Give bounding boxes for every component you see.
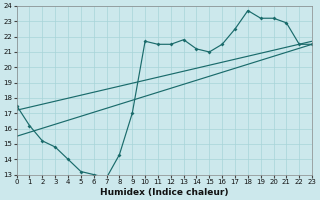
- X-axis label: Humidex (Indice chaleur): Humidex (Indice chaleur): [100, 188, 228, 197]
